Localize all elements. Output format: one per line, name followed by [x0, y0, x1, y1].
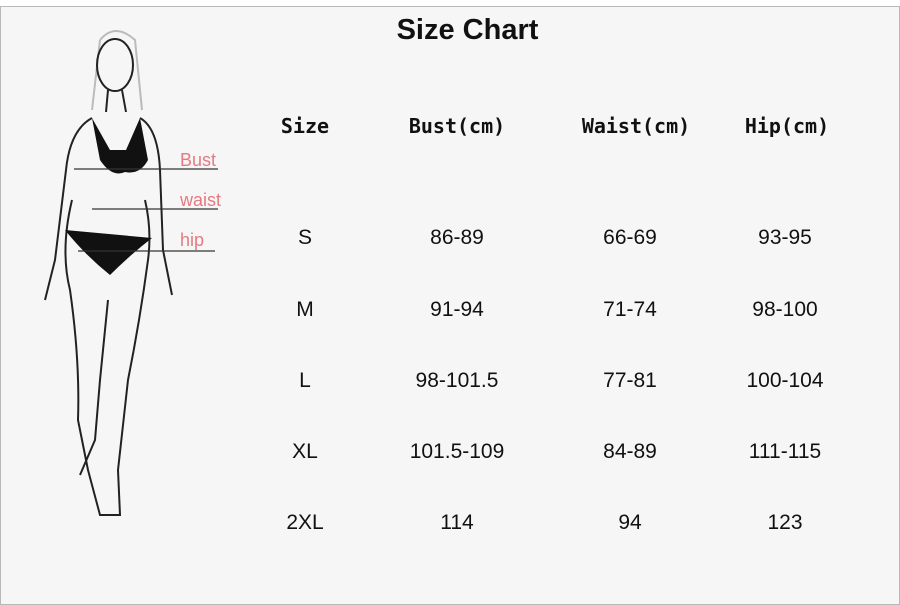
cell-size: 2XL [286, 511, 324, 534]
cell-bust: 91-94 [430, 298, 484, 321]
cell-waist: 71-74 [603, 298, 657, 321]
body-measurement-illustration [44, 30, 218, 516]
header-size: Size [280, 114, 330, 138]
header-hip: Hip(cm) [744, 114, 830, 138]
cell-bust: 114 [440, 511, 474, 534]
cell-waist: 77-81 [603, 369, 657, 392]
waist-label: waist [180, 190, 222, 210]
header-bust: Bust(cm) [408, 114, 506, 138]
cell-size: S [297, 226, 313, 249]
cell-size: XL [292, 440, 318, 463]
cell-bust: 98-101.5 [415, 369, 499, 392]
size-chart-panel [0, 6, 900, 605]
cell-hip: 93-95 [758, 226, 812, 249]
cell-waist: 66-69 [603, 226, 657, 249]
header-waist: Waist(cm) [581, 114, 691, 138]
cell-bust: 86-89 [430, 226, 484, 249]
cell-hip: 100-104 [746, 369, 824, 392]
bust-label: Bust [180, 150, 217, 170]
cell-waist: 94 [618, 511, 642, 534]
page-title: Size Chart [396, 14, 539, 46]
cell-hip: 111-115 [748, 440, 822, 463]
cell-size: M [296, 298, 314, 321]
hip-label: hip [180, 230, 205, 250]
cell-hip: 98-100 [752, 298, 818, 321]
cell-bust: 101.5-109 [409, 440, 505, 463]
cell-waist: 84-89 [603, 440, 657, 463]
cell-size: L [299, 369, 311, 392]
cell-hip: 123 [767, 511, 803, 534]
